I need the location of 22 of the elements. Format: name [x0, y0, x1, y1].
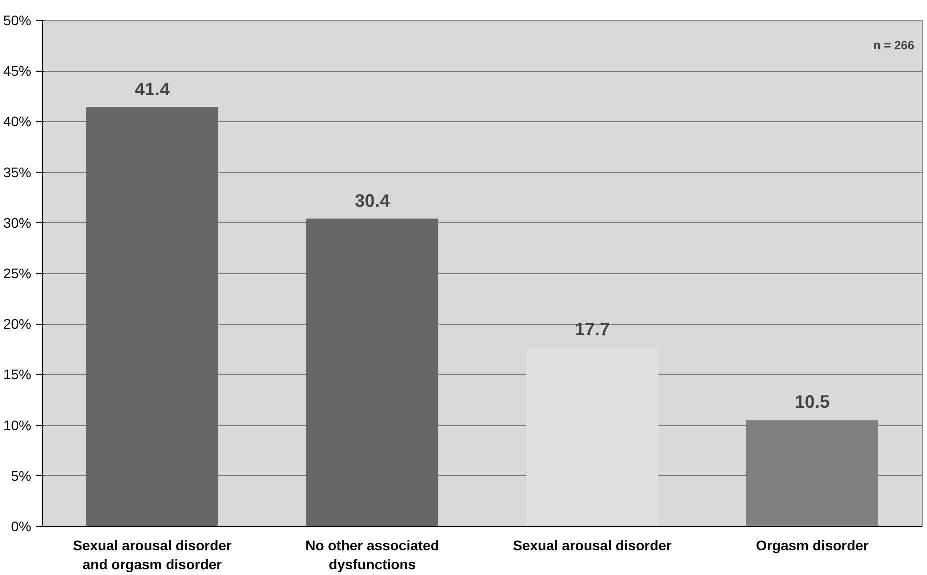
x-tick-label: Sexual arousal disorder and orgasm disorder [73, 538, 232, 573]
bar [306, 218, 438, 526]
y-tick-label: 45% [3, 63, 32, 80]
y-tick-label: 40% [3, 114, 32, 130]
data-label: 10.5 [794, 392, 830, 412]
y-tick-label: 25% [3, 266, 32, 282]
y-tick-label: 30% [3, 214, 32, 231]
y-tick-label: 35% [3, 164, 32, 180]
y-tick-label: 10% [3, 417, 32, 434]
x-tick-label: Sexual arousal disorder [513, 538, 672, 554]
x-tick-label: No other associated dysfunctions [306, 538, 440, 573]
y-tick-label: 5% [11, 468, 32, 484]
y-tick-label: 20% [3, 316, 32, 332]
y-tick-label: 15% [3, 366, 32, 383]
data-label: 17.7 [574, 319, 610, 340]
annotation: n = 266 [873, 38, 915, 52]
x-tick-label: Orgasm disorder [756, 538, 870, 554]
y-tick-label: 0% [11, 518, 32, 534]
y-tick-label: 50% [3, 12, 32, 28]
data-label: 30.4 [354, 190, 390, 211]
data-label: 41.4 [134, 80, 170, 100]
bar [86, 108, 218, 526]
